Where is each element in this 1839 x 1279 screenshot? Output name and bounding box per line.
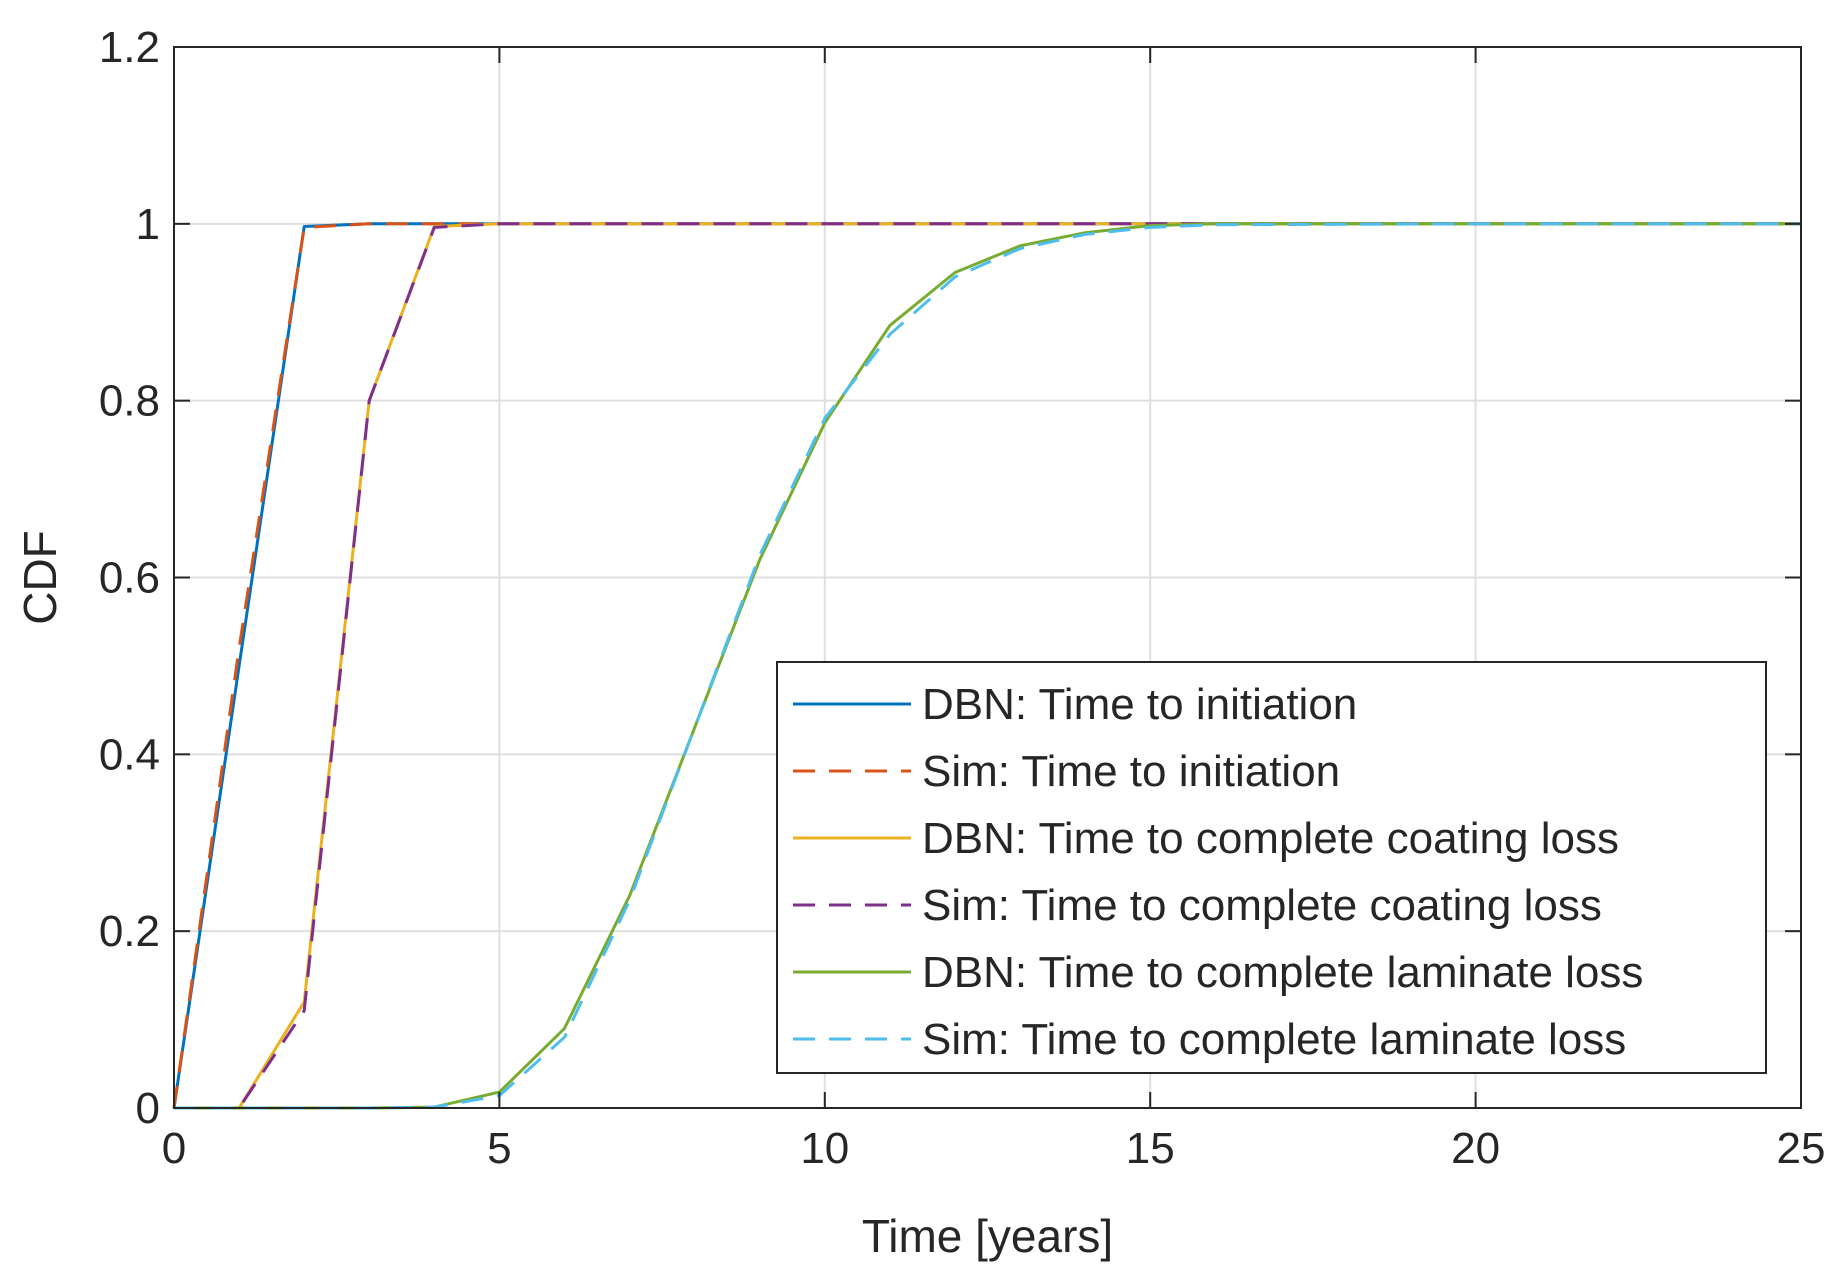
y-tick-label: 1 <box>136 200 160 249</box>
x-tick-label: 15 <box>1126 1124 1175 1173</box>
series-line-4 <box>174 222 1801 1110</box>
series-line-5 <box>174 222 1801 1110</box>
legend: DBN: Time to initiation Sim: Time to init… <box>776 661 1767 1074</box>
y-tick-label: 0.2 <box>99 907 160 956</box>
x-tick-label: 25 <box>1777 1124 1826 1173</box>
x-tick-label: 5 <box>487 1124 511 1173</box>
y-axis-label: CDF <box>14 530 66 625</box>
x-axis-label: Time [years] <box>862 1210 1113 1262</box>
x-tick-label: 20 <box>1451 1124 1500 1173</box>
legend-label-3: DBN: Time to complete coating loss <box>922 814 1619 863</box>
legend-label-4: Sim: Time to complete coating loss <box>922 881 1602 930</box>
legend-box <box>776 661 1767 1074</box>
y-tick-label: 1.2 <box>99 23 160 72</box>
y-tick-label: 0 <box>136 1084 160 1133</box>
y-tick-label: 0.4 <box>99 730 160 779</box>
data-series <box>172 222 1801 1110</box>
axis-ticks: 0 5 10 15 20 25 0 0.2 0.4 0.6 0.8 1 1.2 <box>99 23 1826 1173</box>
x-tick-label: 10 <box>800 1124 849 1173</box>
y-tick-label: 0.6 <box>99 554 160 603</box>
series-line-6 <box>174 222 1801 1110</box>
legend-label-2: Sim: Time to initiation <box>922 747 1340 796</box>
y-tick-label: 0.8 <box>99 377 160 426</box>
legend-label-1: DBN: Time to initiation <box>922 680 1357 729</box>
legend-label-6: Sim: Time to complete laminate loss <box>922 1015 1626 1064</box>
legend-label-5: DBN: Time to complete laminate loss <box>922 948 1643 997</box>
x-tick-label: 0 <box>162 1124 186 1173</box>
